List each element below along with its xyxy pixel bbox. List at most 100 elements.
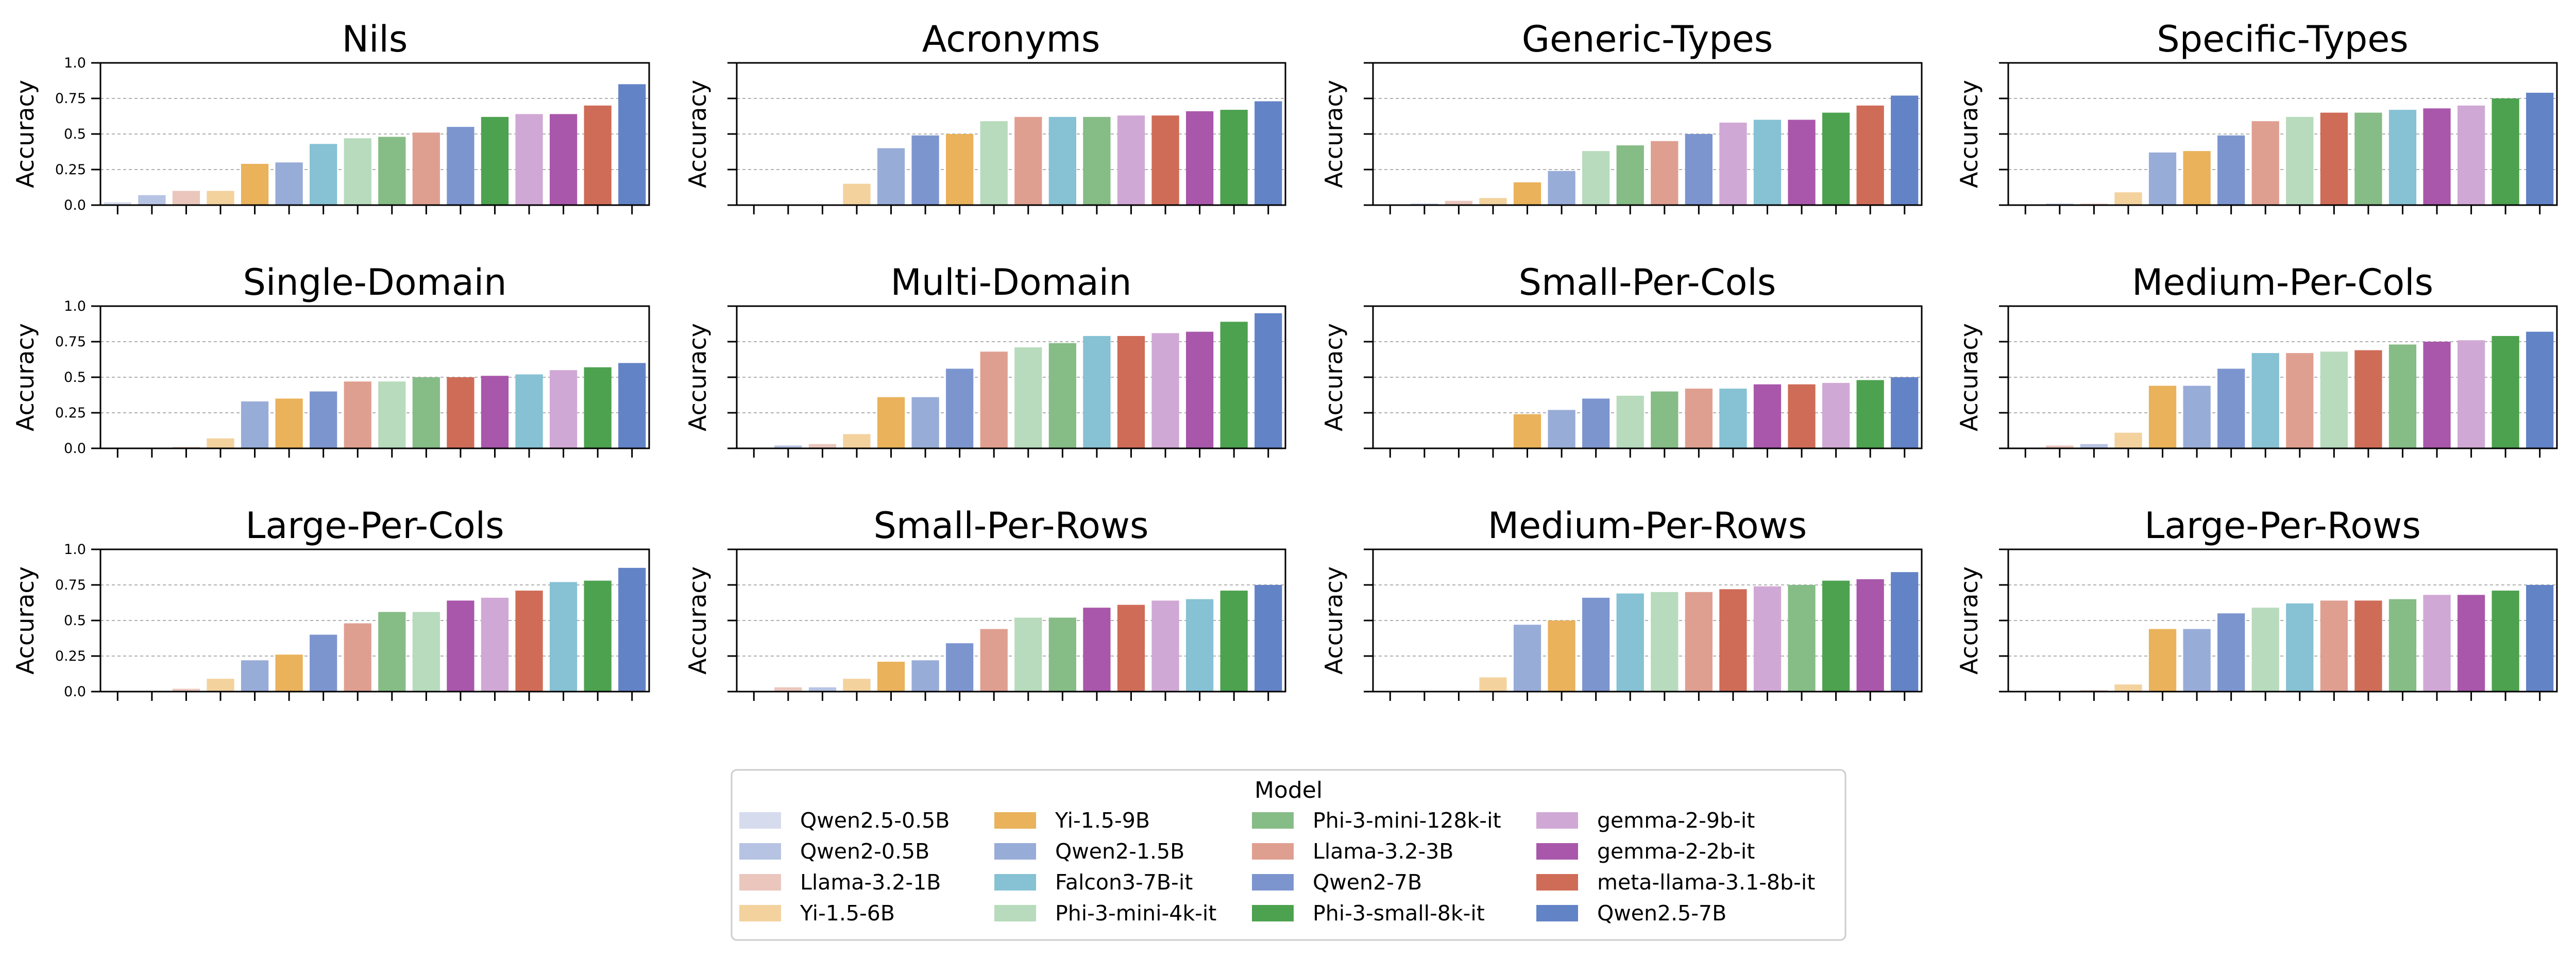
y-axis-label: Accuracy [11,80,39,188]
bar-llama-3-2-3b [2286,353,2314,448]
bar-qwen2-5-7b [2526,585,2554,692]
axes-frame [736,305,1286,449]
bar-qwen2-1-5b [275,162,303,205]
bar-meta-llama-3-1-8b-it [1151,115,1179,205]
bar-yi-1-5-9b [946,134,974,205]
bar-qwen2-7b [1582,398,1610,448]
y-tick-label: 1.0 [64,542,86,558]
bar-qwen2-5-7b [1891,377,1919,448]
bar-yi-1-5-6b [1479,198,1507,205]
bar-phi-3-mini-128k-it [378,612,406,692]
bar-phi-3-mini-4k-it [2286,116,2314,205]
bar-phi-3-mini-128k-it [412,377,440,448]
bar-yi-1-5-6b [1479,677,1507,692]
legend-label: Yi-1.5-9B [1055,808,1150,833]
bar-yi-1-5-9b [877,662,905,692]
bar-qwen2-1-5b [1548,410,1575,448]
bar-qwen2-5-7b [2526,331,2554,448]
bar-phi-3-mini-4k-it [378,381,406,448]
bar-qwen2-0-5b [808,687,837,692]
legend-label: Qwen2-0.5B [800,839,929,864]
bar-yi-1-5-6b [843,434,871,448]
bar-falcon3-7b-it [2251,353,2279,448]
bar-falcon3-7b-it [549,582,578,692]
axes-frame [2007,305,2558,449]
subplot-title: Medium-Per-Cols [2132,261,2433,304]
y-tick-label: 0.75 [55,91,86,107]
legend-swatch [1536,843,1578,860]
y-tick-label: 0.0 [64,684,86,700]
bar-qwen2-1-5b [2183,629,2211,692]
bar-falcon3-7b-it [2286,603,2314,692]
bar-yi-1-5-9b [2183,151,2211,205]
y-tick-label: 0.0 [64,197,86,213]
bar-meta-llama-3-1-8b-it [2354,600,2382,692]
bar-phi-3-mini-128k-it [1651,391,1679,448]
bar-llama-3-2-3b [1651,141,1679,205]
bar-llama-3-2-1b [808,444,837,448]
y-axis-label: Accuracy [1955,80,1983,188]
bar-qwen2-7b [2217,135,2245,205]
legend-swatch [739,843,781,860]
bar-llama-3-2-3b [344,381,371,448]
bar-llama-3-2-3b [344,623,371,692]
bar-gemma-2-9b-it [1753,586,1782,692]
bar-meta-llama-3-1-8b-it [2354,350,2382,448]
legend-label: Qwen2.5-0.5B [800,808,950,833]
legend-label: Phi-3-small-8k-it [1313,901,1485,926]
subplot-title: Small-Per-Rows [873,505,1148,547]
subplot-generic-types: Generic-Types Accuracy [1320,18,1923,214]
legend-swatch [1252,843,1294,860]
bar-phi-3-small-8k-it [1856,380,1884,448]
subplot-multi-domain: Multi-Domain Accuracy [684,261,1286,458]
bar-qwen2-5-7b [618,363,646,448]
bar-gemma-2-2b-it [1753,384,1782,448]
subplot-large-per-cols: 0.0 0.25 0.5 0.75 1.0 Large-Per-Cols Accuracy [11,505,650,701]
bar-phi-3-small-8k-it [2492,335,2519,448]
bar-qwen2-7b [1582,597,1610,692]
subplot-title: Medium-Per-Rows [1488,505,1807,547]
subplot-title: Small-Per-Cols [1519,261,1776,304]
bar-phi-3-mini-4k-it [2251,608,2279,692]
bar-phi-3-mini-128k-it [1616,145,1644,205]
legend-label: meta-llama-3.1-8b-it [1597,870,1815,895]
bar-qwen2-1-5b [1513,625,1541,692]
bar-llama-3-2-1b [774,687,802,692]
legend-label: gemma-2-9b-it [1597,808,1755,833]
bar-meta-llama-3-1-8b-it [1719,589,1747,692]
y-tick-label: 0.25 [55,648,86,664]
bar-qwen2-5-7b [1255,101,1282,205]
subplot-title: Nils [342,18,408,60]
bar-phi-3-mini-128k-it [1048,343,1076,448]
bar-phi-3-mini-128k-it [2354,112,2382,205]
y-axis-label: Accuracy [1955,323,1983,431]
bar-yi-1-5-9b [241,163,269,205]
subplot-small-per-rows: Small-Per-Rows Accuracy [684,505,1286,701]
bar-qwen2-5-0-5b [104,202,131,205]
bar-llama-3-2-3b [1685,592,1713,692]
bar-yi-1-5-9b [877,397,905,448]
bar-yi-1-5-9b [1513,414,1541,448]
bar-falcon3-7b-it [1048,116,1076,205]
y-tick-label: 0.5 [64,613,86,629]
bar-falcon3-7b-it [1753,120,1782,205]
axes-frame [99,62,650,206]
y-axis-label: Accuracy [684,566,711,675]
y-axis-label: Accuracy [1320,323,1348,431]
bar-llama-3-2-3b [412,132,440,205]
bar-gemma-2-9b-it [549,370,578,448]
bar-meta-llama-3-1-8b-it [515,591,543,692]
legend-swatch [1536,905,1578,921]
bar-llama-3-2-3b [1014,116,1042,205]
bar-yi-1-5-9b [2148,385,2177,448]
bar-qwen2-5-7b [618,567,646,692]
axes-frame [1372,305,1923,449]
bar-yi-1-5-9b [2148,629,2177,692]
bar-gemma-2-2b-it [1788,120,1816,205]
axes-frame [1372,548,1923,693]
subplot-title: Specific-Types [2157,18,2409,60]
bar-yi-1-5-9b [275,654,303,692]
bar-yi-1-5-6b [843,679,871,692]
bar-phi-3-small-8k-it [2492,98,2519,205]
bar-qwen2-1-5b [2183,385,2211,448]
